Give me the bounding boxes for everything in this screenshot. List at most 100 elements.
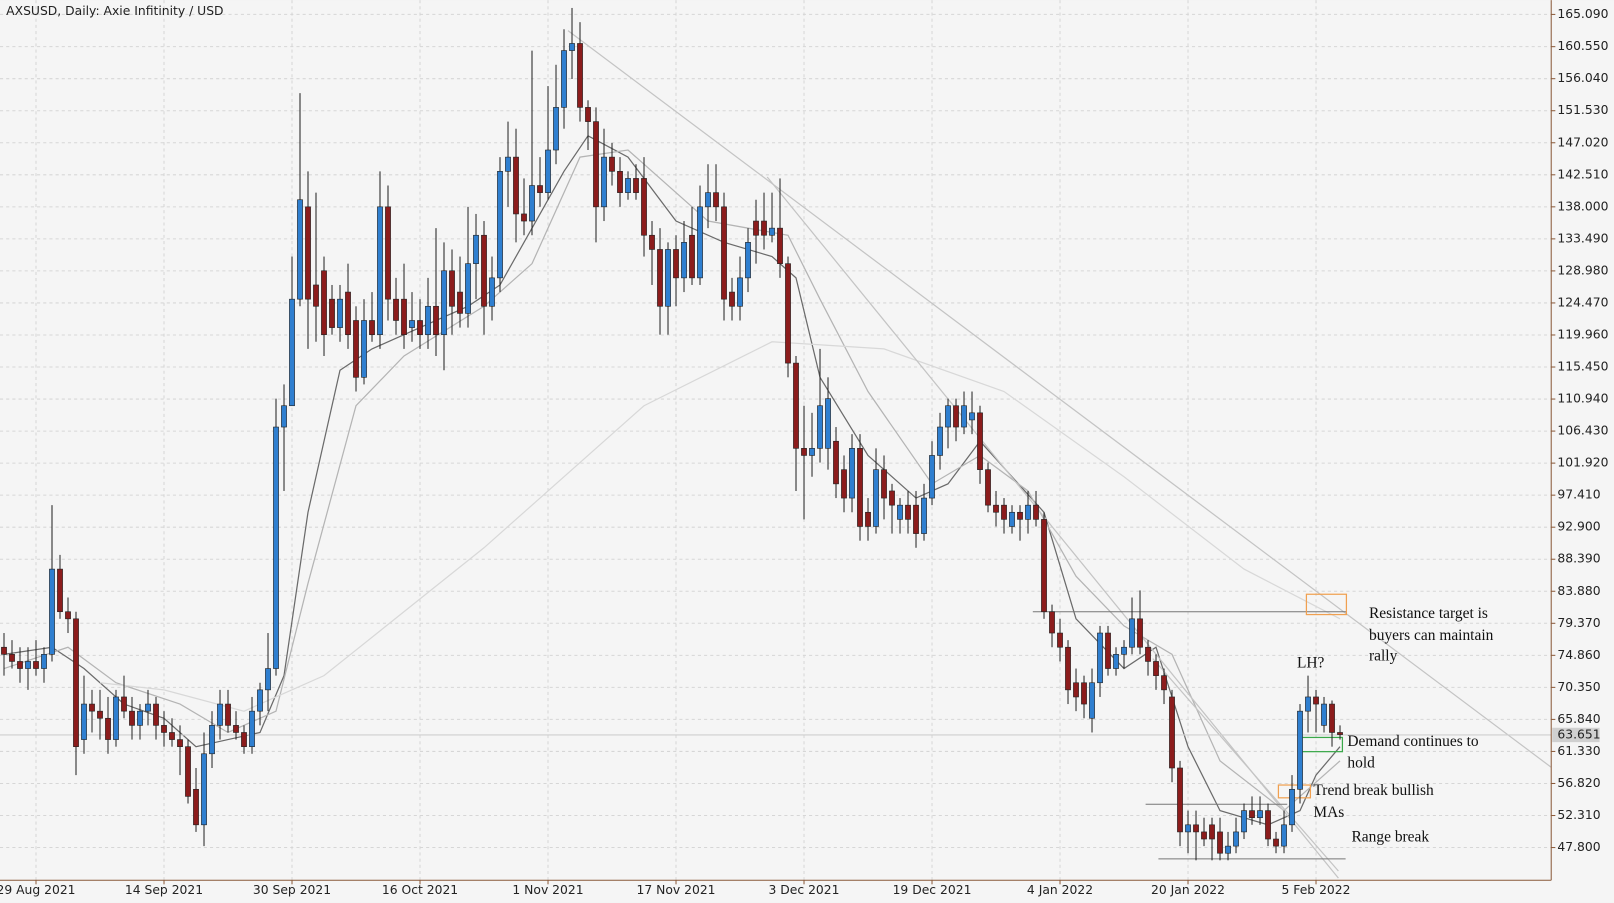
candle-body (729, 291, 735, 307)
candle-body (553, 107, 559, 151)
candle-body (649, 234, 655, 250)
candle-body (1177, 767, 1183, 833)
candle-body (1113, 654, 1119, 669)
chart-title: AXSUSD, Daily: Axie Infitinity / USD (6, 4, 223, 18)
candle-body (617, 171, 623, 193)
candle-body (41, 654, 47, 669)
candle-body (801, 448, 807, 456)
candle-body (849, 448, 855, 499)
candle-body (1089, 682, 1095, 719)
candle-body (329, 298, 335, 328)
candle-body (473, 234, 479, 264)
candle-body (497, 171, 503, 279)
y-tick-label: 65.840 (1557, 712, 1600, 726)
y-tick-label: 106.430 (1557, 424, 1608, 438)
y-tick-label: 124.470 (1557, 295, 1608, 309)
candle-body (1057, 632, 1063, 648)
candle-body (353, 320, 359, 378)
x-tick-label: 3 Dec 2021 (768, 883, 839, 897)
candle-body (713, 192, 719, 208)
y-tick-label: 147.020 (1557, 135, 1608, 149)
candle-body (897, 504, 903, 520)
candle-body (1209, 824, 1215, 840)
candle-body (1185, 824, 1191, 833)
candle-body (313, 284, 319, 307)
y-tick-label: 83.880 (1557, 584, 1600, 598)
candle-body (577, 43, 583, 108)
annotation: Demand continues to (1347, 733, 1478, 750)
candle-body (337, 298, 343, 328)
candle-body (1273, 838, 1279, 847)
candle-body (881, 469, 887, 499)
y-tick-label: 142.510 (1557, 167, 1608, 181)
x-tick-label: 20 Jan 2022 (1151, 883, 1225, 897)
annotation: hold (1347, 754, 1375, 771)
candle-body (545, 149, 551, 193)
candle-body (457, 291, 463, 314)
candle-body (1217, 831, 1223, 854)
candle-body (1065, 646, 1071, 691)
annotation: rally (1369, 647, 1398, 664)
candle-body (433, 305, 439, 336)
candle-body (905, 504, 911, 520)
candle-body (1193, 824, 1199, 833)
candle-body (281, 405, 287, 428)
candle-body (1081, 682, 1087, 705)
candle-body (449, 270, 455, 307)
candle-body (985, 469, 991, 506)
candle-body (977, 412, 983, 470)
candle-body (521, 213, 527, 222)
candle-body (505, 156, 511, 172)
candle-body (625, 178, 631, 193)
y-tick-label: 165.090 (1557, 7, 1608, 21)
candle-body (161, 725, 167, 733)
x-tick-label: 30 Sep 2021 (253, 883, 331, 897)
candle-body (225, 703, 231, 726)
candle-body (1289, 788, 1295, 826)
candle-body (1137, 618, 1143, 648)
overlay-line (567, 30, 1552, 768)
candle-body (73, 618, 79, 747)
y-tick-label: 101.920 (1557, 456, 1608, 470)
candle-body (1073, 682, 1079, 698)
candle-body (377, 206, 383, 336)
candle-body (945, 405, 951, 428)
candle-body (1001, 504, 1007, 520)
y-tick-label: 110.940 (1557, 392, 1608, 406)
candle-body (921, 497, 927, 534)
x-tick-label: 19 Dec 2021 (893, 883, 972, 897)
candle-body (409, 320, 415, 328)
grid (0, 0, 1552, 881)
candle-body (201, 753, 207, 826)
candle-body (257, 689, 263, 712)
y-tick-label: 70.350 (1557, 680, 1600, 694)
candle-body (1257, 810, 1263, 819)
candle-body (393, 298, 399, 321)
candle-body (585, 107, 591, 122)
candle-body (129, 710, 135, 726)
candle-body (857, 448, 863, 527)
candle-body (777, 227, 783, 264)
y-tick-label: 56.820 (1557, 776, 1600, 790)
candle-body (1201, 831, 1207, 840)
candle-body (489, 277, 495, 307)
candle-body (1049, 611, 1055, 634)
candle-body (1009, 511, 1015, 527)
y-tick-label: 115.450 (1557, 360, 1608, 374)
candle-body (465, 263, 471, 314)
candle-body (1121, 646, 1127, 655)
candle-body (1241, 810, 1247, 833)
candle-body (25, 661, 31, 669)
candle-body (217, 703, 223, 726)
candle-body (401, 298, 407, 336)
y-tick-label: 47.800 (1557, 840, 1600, 854)
candle-body (913, 504, 919, 534)
y-tick-label: 92.900 (1557, 520, 1600, 534)
y-tick-label: 160.550 (1557, 39, 1608, 53)
candle-body (665, 249, 671, 307)
y-tick-label: 156.040 (1557, 71, 1608, 85)
candle-body (1321, 703, 1327, 726)
annotation: LH? (1297, 655, 1325, 672)
candle-body (145, 703, 151, 712)
